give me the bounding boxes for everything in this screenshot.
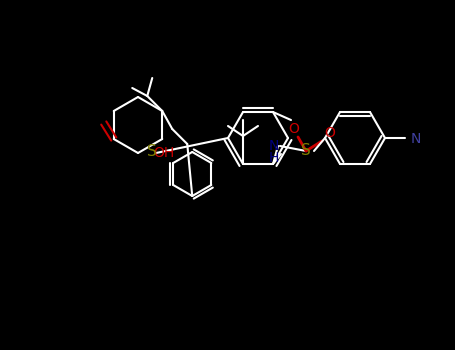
Text: N: N — [411, 132, 421, 146]
Text: O: O — [288, 122, 299, 136]
Text: H: H — [269, 151, 279, 165]
Text: N: N — [269, 139, 279, 153]
Text: O: O — [324, 126, 335, 140]
Text: S: S — [147, 144, 157, 159]
Text: OH: OH — [154, 146, 175, 160]
Text: S: S — [301, 144, 311, 159]
